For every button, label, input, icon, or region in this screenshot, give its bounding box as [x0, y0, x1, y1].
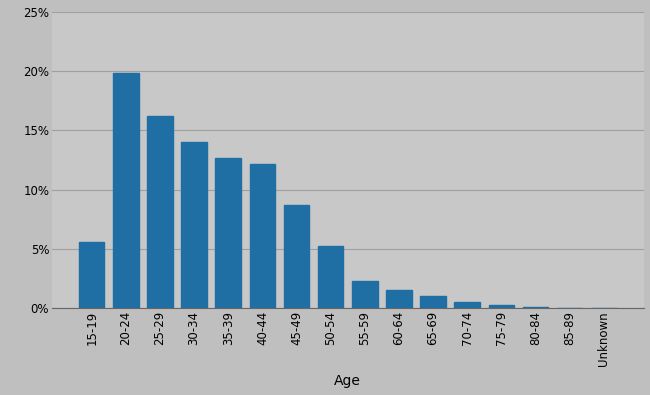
Bar [318, 246, 343, 308]
Bar [523, 307, 549, 308]
Bar [489, 305, 514, 308]
Bar [250, 164, 275, 308]
Bar [147, 116, 173, 308]
Bar [79, 242, 105, 308]
X-axis label: Age: Age [334, 374, 361, 388]
Bar [352, 281, 378, 308]
Bar [113, 73, 138, 308]
Bar [386, 290, 411, 308]
Bar [421, 296, 446, 308]
Bar [181, 142, 207, 308]
Bar [454, 302, 480, 308]
Bar [284, 205, 309, 308]
Bar [215, 158, 241, 308]
